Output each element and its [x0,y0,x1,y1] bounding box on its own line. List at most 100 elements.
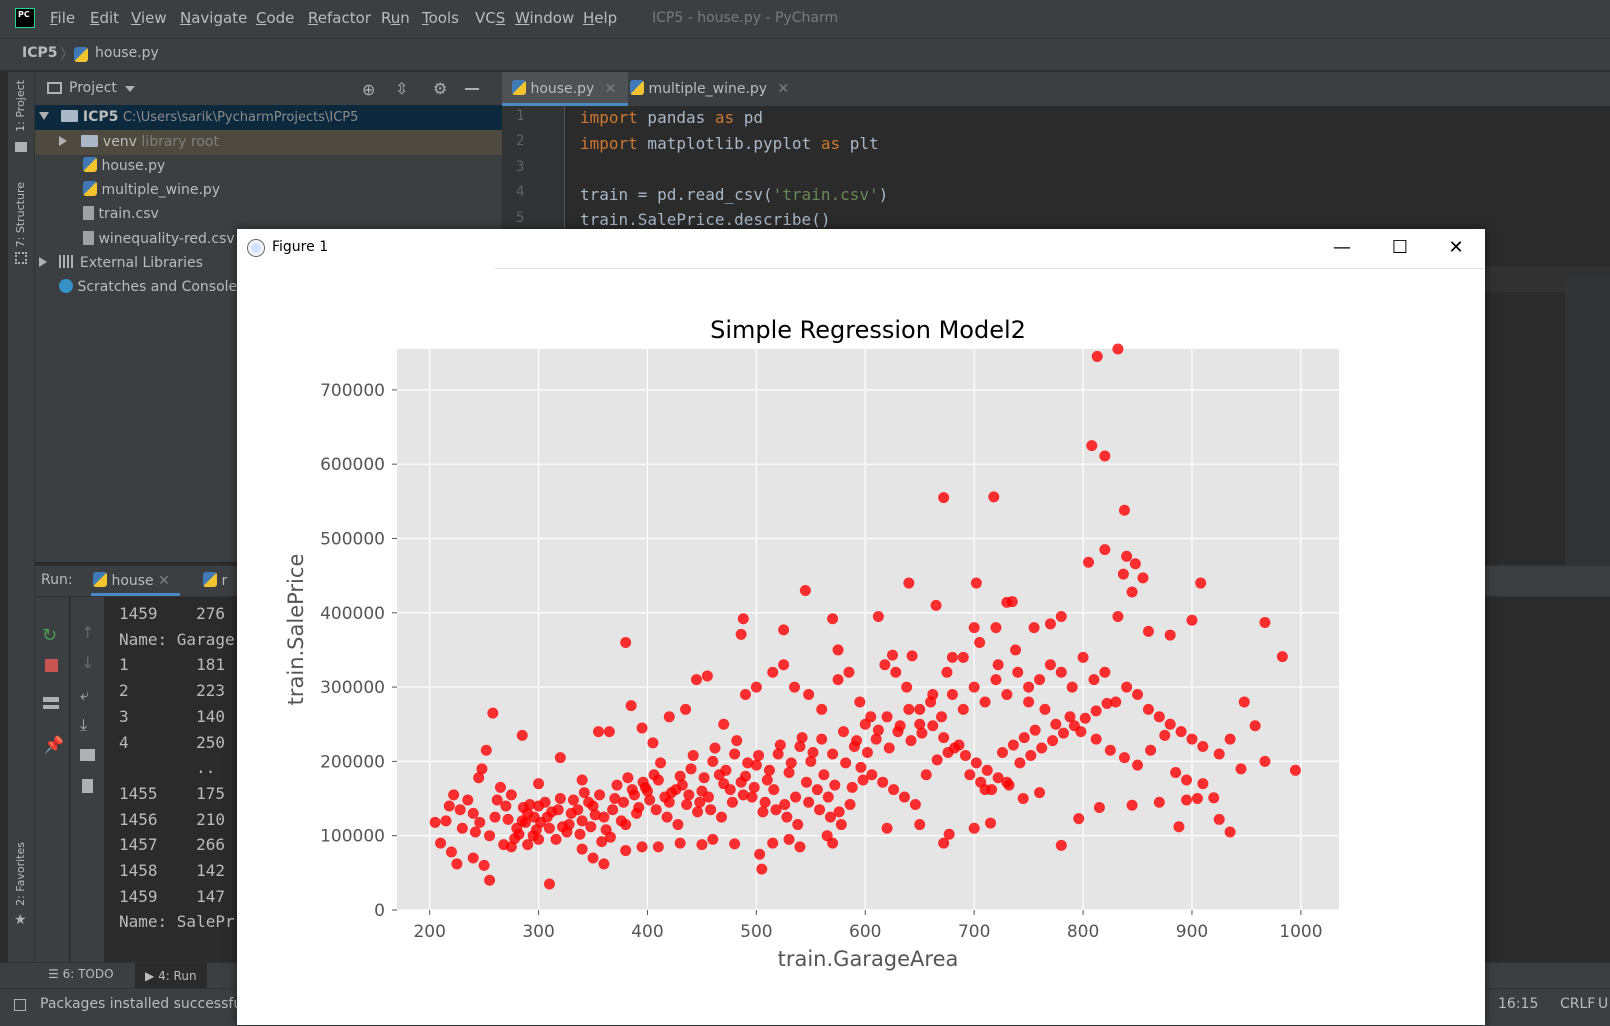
x-axis-label: train.GarageArea [778,947,959,971]
data-point [888,784,900,796]
collapse-all-icon[interactable]: ⇳ [395,79,409,98]
gear-icon[interactable]: ⚙ [433,79,448,98]
menu-item[interactable]: File [50,9,76,27]
data-point [737,613,749,625]
tree-row-file[interactable]: house.py [83,154,165,179]
data-point [898,791,910,803]
tab-todo[interactable]: ☰ 6: TODO [48,967,114,981]
python-file-icon [83,157,97,172]
run-tab-house[interactable]: house ✕ [91,566,180,596]
menu-item[interactable]: Tools [422,9,459,27]
data-point [1110,696,1122,708]
scroll-to-end-icon[interactable]: ⤓ [80,715,88,734]
structure-icon [15,252,27,264]
close-button[interactable]: ✕ [1448,237,1464,258]
menu-item[interactable]: Code [256,9,295,27]
data-point [770,804,782,816]
data-point [783,767,795,779]
figure-titlebar[interactable]: Figure 1 — ☐ ✕ [237,229,1485,267]
chevron-down-icon[interactable] [125,86,135,92]
data-point [968,822,980,834]
tab-house-py[interactable]: house.py ✕ [502,72,629,106]
menu-item[interactable]: Window [515,9,575,27]
data-point [705,804,717,816]
pycharm-logo-icon: PC [15,8,35,28]
layout-toggle-icon[interactable] [14,999,26,1011]
data-point [674,770,686,782]
tree-row-root[interactable]: ICP5 C:\Users\sarik\PycharmProjects\ICP5 [35,105,502,130]
menu-item[interactable]: Help [583,9,618,27]
encoding[interactable]: U [1598,996,1609,1012]
tree-row-file[interactable]: train.csv [83,202,159,227]
data-point [1249,720,1261,732]
menu-item[interactable]: Navigate [180,9,248,27]
data-point [1012,666,1024,678]
data-point [589,809,601,821]
print-icon[interactable] [80,749,95,761]
tree-row-scratches[interactable]: Scratches and Consoles [59,275,244,300]
data-point [840,757,852,769]
console-line: 4 250 [119,732,225,752]
tab-structure[interactable]: 7: Structure [14,182,27,248]
run-tab-second[interactable]: r [203,566,227,596]
stop-icon[interactable] [45,659,58,672]
project-view-selector[interactable]: Project [69,80,117,96]
data-point [726,796,738,808]
line-number: 4 [516,184,525,200]
data-point [1014,757,1026,769]
menu-item[interactable]: View [131,9,167,27]
figure-window: Figure 1 — ☐ ✕ 200 300 400 500 600 700 800 900 1… [237,229,1485,1025]
project-panel-header: Project ⊕ ⇳ ⚙ [35,72,502,107]
data-point [473,772,485,784]
rerun-icon[interactable]: ↻ [42,625,58,646]
console-line: 1 181 [119,655,225,675]
tab-multiple-wine-py[interactable]: multiple_wine.py ✕ [620,72,801,106]
arrow-down-icon[interactable]: ↓ [81,653,95,672]
expand-arrow-icon[interactable] [59,136,67,146]
maximize-button[interactable]: ☐ [1391,237,1409,258]
data-point [1086,440,1098,452]
layout-icon[interactable] [43,697,59,709]
data-point [941,666,953,678]
line-separator[interactable]: CRLF [1560,996,1596,1012]
tree-row-file[interactable]: winequality-red.csv [83,227,235,252]
data-point [1238,696,1250,708]
console-line: 1458 142 [119,861,225,880]
data-point [478,859,490,871]
expand-arrow-icon[interactable] [39,112,49,120]
locate-icon[interactable]: ⊕ [362,80,376,99]
tree-row-venv[interactable]: venv library root [35,130,502,155]
tab-favorites[interactable]: 2: Favorites [14,842,27,906]
pin-icon[interactable]: 📌 [44,735,64,754]
menu-item[interactable]: VCS [475,9,506,27]
tree-row-file[interactable]: multiple_wine.py [83,178,220,203]
menu-item[interactable]: Run [381,9,410,27]
menu-item[interactable]: Edit [90,9,120,27]
soft-wrap-icon[interactable]: ⤶ [80,685,89,704]
hide-icon[interactable] [465,88,479,90]
data-point [543,822,555,834]
data-point [528,811,540,823]
tab-project[interactable]: 1: Project [14,80,27,132]
breadcrumb-file[interactable]: house.py [95,45,159,61]
data-point [986,784,998,796]
data-point [718,718,730,730]
breadcrumb-project[interactable]: ICP5 [22,45,58,61]
data-point [1208,792,1220,804]
close-icon[interactable]: ✕ [158,573,170,589]
tree-row-external-libraries[interactable]: External Libraries [35,251,203,276]
expand-arrow-icon[interactable] [39,257,47,267]
run-play-icon: ▶ [145,969,155,983]
tab-run[interactable]: ▶ 4: Run [135,963,207,989]
menu-item[interactable]: Refactor [308,9,371,27]
trash-icon[interactable] [82,779,93,793]
data-point [1057,727,1069,739]
data-point [572,804,584,816]
tab-todo-label: 6: TODO [62,967,114,981]
close-icon[interactable]: ✕ [777,81,790,97]
arrow-up-icon[interactable]: ↑ [81,623,95,642]
close-icon[interactable]: ✕ [604,81,617,97]
caret-position[interactable]: 16:15 [1498,996,1539,1012]
data-point [938,492,950,504]
minimize-button[interactable]: — [1333,237,1351,258]
